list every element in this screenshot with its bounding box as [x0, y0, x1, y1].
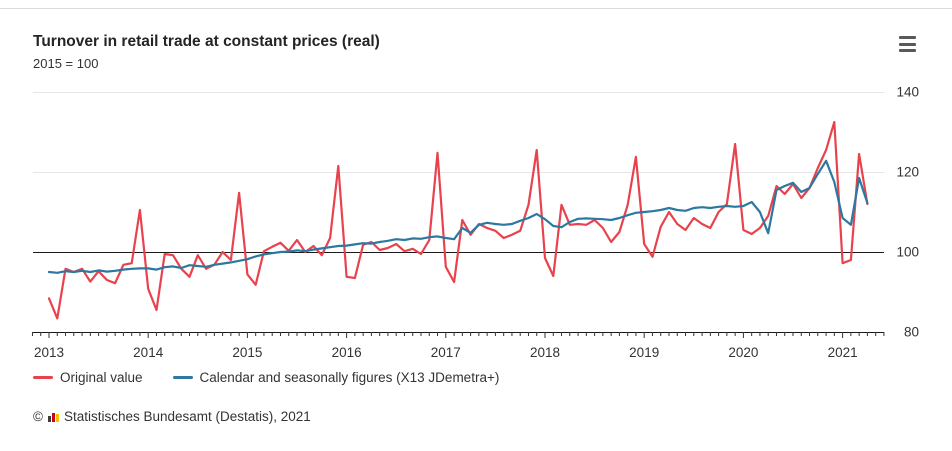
x-tick-label-2013: 2013	[34, 345, 64, 360]
y-tick-label-140: 140	[896, 85, 919, 100]
x-tick-label-2019: 2019	[629, 345, 659, 360]
x-tick-label-2016: 2016	[332, 345, 362, 360]
source-line: © Statistisches Bundesamt (Destatis), 20…	[33, 409, 311, 424]
chart-subtitle: 2015 = 100	[33, 55, 99, 71]
y-tick-label-120: 120	[896, 165, 919, 180]
y-tick-label-100: 100	[896, 245, 919, 260]
x-tick-label-2017: 2017	[431, 345, 461, 360]
x-tick-label-2020: 2020	[728, 345, 758, 360]
y-tick-label-80: 80	[904, 325, 919, 340]
legend-label-seasonally-adjusted: Calendar and seasonally figures (X13 JDe…	[199, 370, 500, 385]
chart-legend: Original value Calendar and seasonally f…	[33, 370, 499, 385]
legend-item-seasonally-adjusted[interactable]: Calendar and seasonally figures (X13 JDe…	[172, 370, 500, 385]
x-tick-label-2014: 2014	[133, 345, 164, 360]
x-axis-ticks	[31, 332, 885, 338]
legend-label-original-value: Original value	[60, 370, 143, 385]
x-tick-label-2015: 2015	[232, 345, 262, 360]
legend-item-original-value[interactable]: Original value	[33, 370, 143, 385]
chart-header: Turnover in retail trade at constant pri…	[33, 33, 919, 71]
hamburger-menu-icon[interactable]	[899, 36, 917, 52]
y-axis-labels: 140 120 100 80	[896, 85, 919, 340]
x-axis-labels: 2013 2014 2015 2016 2017 2018 2019 2020 2021	[34, 345, 858, 360]
chart-title: Turnover in retail trade at constant pri…	[33, 33, 380, 50]
top-divider	[0, 8, 952, 9]
series-line-seasonally-adjusted[interactable]	[47, 159, 869, 274]
red-line-legend-icon	[33, 376, 53, 379]
source-text: Statistisches Bundesamt (Destatis), 2021	[63, 409, 311, 424]
y-gridlines	[33, 92, 884, 333]
blue-line-legend-icon	[172, 376, 193, 379]
destatis-bar-chart-logo-icon	[47, 412, 59, 422]
x-tick-label-2018: 2018	[530, 345, 560, 360]
series-line-original-value[interactable]	[47, 120, 869, 320]
copyright-symbol: ©	[33, 409, 43, 424]
x-tick-label-2021: 2021	[828, 345, 858, 360]
